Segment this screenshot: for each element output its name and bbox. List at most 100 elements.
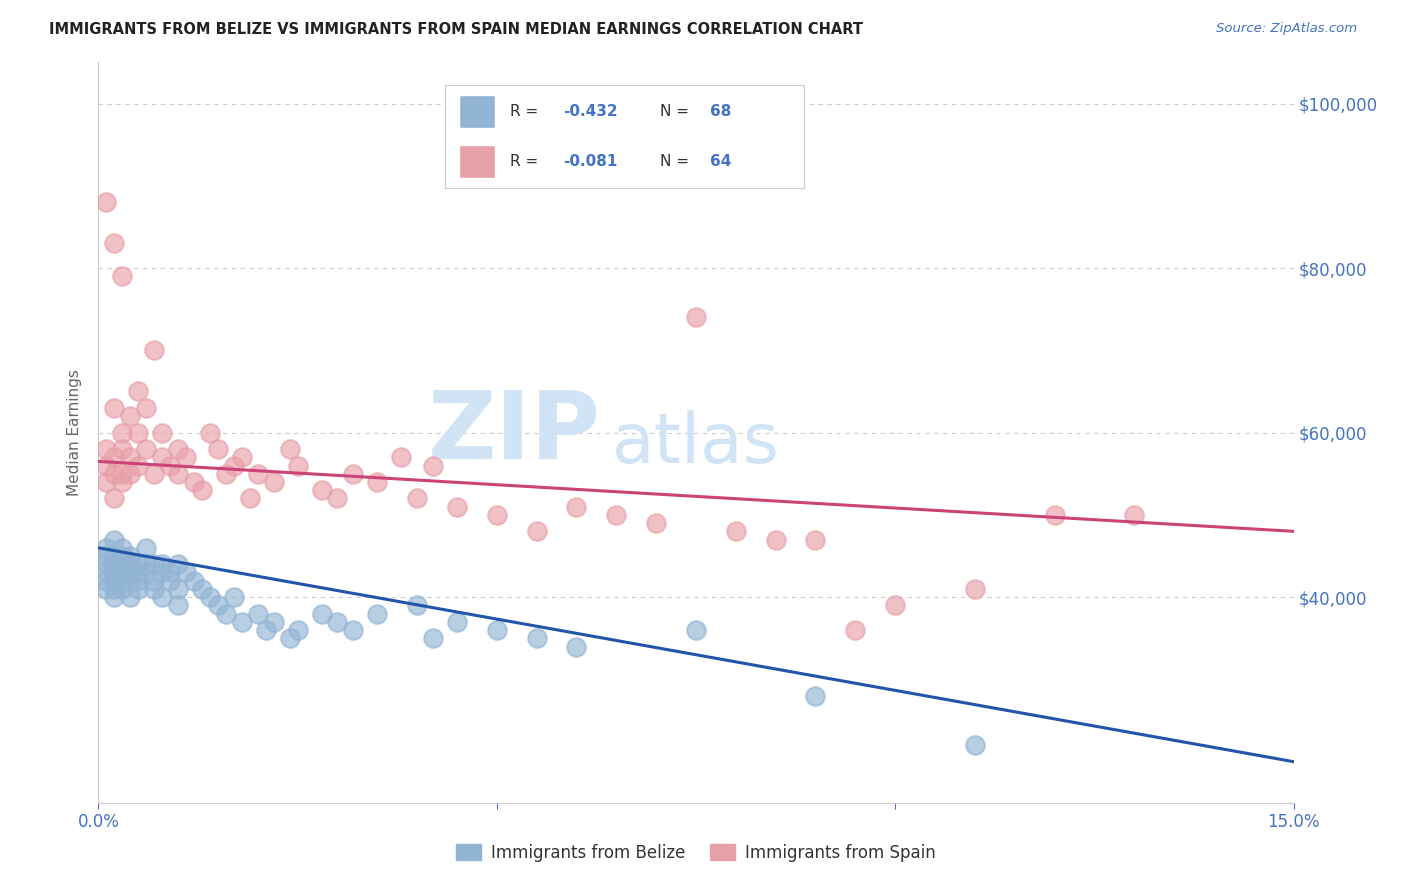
Point xyxy=(406,491,429,506)
Point xyxy=(526,524,548,539)
Point xyxy=(366,607,388,621)
Point xyxy=(389,450,412,465)
Point xyxy=(127,574,149,588)
Point xyxy=(120,409,142,424)
Point xyxy=(103,566,125,580)
Point xyxy=(143,574,166,588)
Point xyxy=(326,615,349,629)
Point xyxy=(765,533,787,547)
Point xyxy=(183,574,205,588)
Point xyxy=(127,566,149,580)
Point xyxy=(135,442,157,456)
Point xyxy=(565,640,588,654)
Point xyxy=(103,558,125,572)
Point xyxy=(103,590,125,604)
Point xyxy=(111,467,134,481)
Point xyxy=(278,442,301,456)
Point xyxy=(96,574,118,588)
Point xyxy=(605,508,627,522)
Point xyxy=(143,467,166,481)
Point xyxy=(96,442,118,456)
Point xyxy=(191,582,214,596)
Point xyxy=(246,467,269,481)
Point xyxy=(120,566,142,580)
Point xyxy=(111,475,134,489)
Point xyxy=(111,541,134,555)
Point xyxy=(422,632,444,646)
Point xyxy=(287,623,309,637)
Point xyxy=(231,615,253,629)
Point xyxy=(111,442,134,456)
Point xyxy=(103,491,125,506)
Text: IMMIGRANTS FROM BELIZE VS IMMIGRANTS FROM SPAIN MEDIAN EARNINGS CORRELATION CHAR: IMMIGRANTS FROM BELIZE VS IMMIGRANTS FRO… xyxy=(49,22,863,37)
Point xyxy=(96,549,118,563)
Point xyxy=(159,458,181,473)
Point xyxy=(685,310,707,325)
Text: atlas: atlas xyxy=(613,410,780,477)
Point xyxy=(127,384,149,399)
Point xyxy=(127,425,149,440)
Point xyxy=(263,615,285,629)
Point xyxy=(120,590,142,604)
Point xyxy=(207,442,229,456)
Point xyxy=(326,491,349,506)
Point xyxy=(222,590,245,604)
Point xyxy=(278,632,301,646)
Point xyxy=(963,738,986,752)
Point xyxy=(963,582,986,596)
Point xyxy=(167,442,190,456)
Point xyxy=(183,475,205,489)
Point xyxy=(239,491,262,506)
Legend: Immigrants from Belize, Immigrants from Spain: Immigrants from Belize, Immigrants from … xyxy=(450,838,942,869)
Point xyxy=(150,450,173,465)
Point xyxy=(422,458,444,473)
Point xyxy=(446,500,468,514)
Point xyxy=(103,401,125,415)
Point xyxy=(804,533,827,547)
Point xyxy=(111,574,134,588)
Point xyxy=(96,458,118,473)
Point xyxy=(96,541,118,555)
Point xyxy=(884,599,907,613)
Point xyxy=(96,475,118,489)
Point xyxy=(215,467,238,481)
Point xyxy=(485,508,508,522)
Point xyxy=(143,582,166,596)
Point xyxy=(565,500,588,514)
Point xyxy=(174,566,197,580)
Point xyxy=(485,623,508,637)
Point xyxy=(103,450,125,465)
Point xyxy=(222,458,245,473)
Point xyxy=(96,558,118,572)
Point xyxy=(96,195,118,210)
Point xyxy=(111,269,134,284)
Point xyxy=(143,558,166,572)
Point xyxy=(96,582,118,596)
Point xyxy=(120,558,142,572)
Point xyxy=(198,590,221,604)
Point xyxy=(246,607,269,621)
Point xyxy=(446,615,468,629)
Point xyxy=(96,566,118,580)
Point xyxy=(167,582,190,596)
Point xyxy=(127,582,149,596)
Point xyxy=(167,467,190,481)
Point xyxy=(198,425,221,440)
Point xyxy=(1043,508,1066,522)
Point xyxy=(311,483,333,498)
Point xyxy=(167,599,190,613)
Point xyxy=(406,599,429,613)
Point xyxy=(342,623,364,637)
Point xyxy=(526,632,548,646)
Point xyxy=(724,524,747,539)
Point xyxy=(150,590,173,604)
Point xyxy=(167,558,190,572)
Point xyxy=(127,558,149,572)
Text: Source: ZipAtlas.com: Source: ZipAtlas.com xyxy=(1216,22,1357,36)
Point xyxy=(1123,508,1146,522)
Point xyxy=(215,607,238,621)
Point xyxy=(143,343,166,358)
Point xyxy=(366,475,388,489)
Point xyxy=(120,467,142,481)
Point xyxy=(135,401,157,415)
